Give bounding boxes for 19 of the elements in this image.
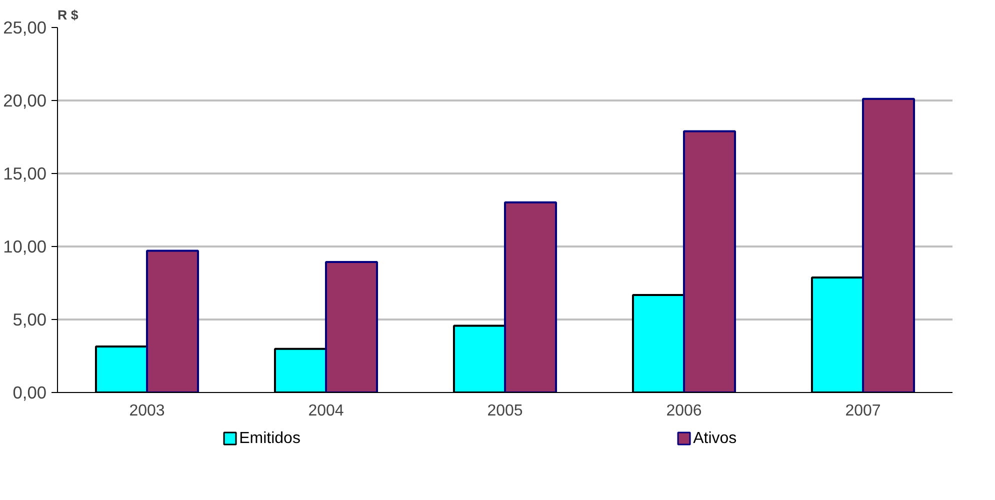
y-tick-label: 10,00 — [3, 236, 47, 256]
bar — [683, 130, 736, 392]
bar — [862, 98, 916, 392]
x-tick-label: 2004 — [308, 402, 344, 420]
legend-label: Ativos — [693, 430, 737, 447]
y-tick-label: 25,00 — [3, 18, 47, 38]
x-tick-label: 2006 — [666, 402, 702, 420]
x-tick-label: 2005 — [487, 402, 523, 420]
legend-label: Emitidos — [239, 430, 300, 447]
bar — [146, 250, 200, 392]
y-tick-label: 15,00 — [3, 164, 47, 184]
bar — [504, 201, 558, 392]
x-tick-label: 2007 — [845, 402, 881, 420]
y-tick-label: 5,00 — [12, 310, 47, 330]
y-tick-label: 0,00 — [12, 382, 47, 402]
y-axis-title: R $ — [58, 8, 79, 22]
bar — [325, 260, 378, 392]
x-tick-label: 2003 — [129, 402, 165, 420]
y-tick-label: 20,00 — [3, 90, 47, 110]
